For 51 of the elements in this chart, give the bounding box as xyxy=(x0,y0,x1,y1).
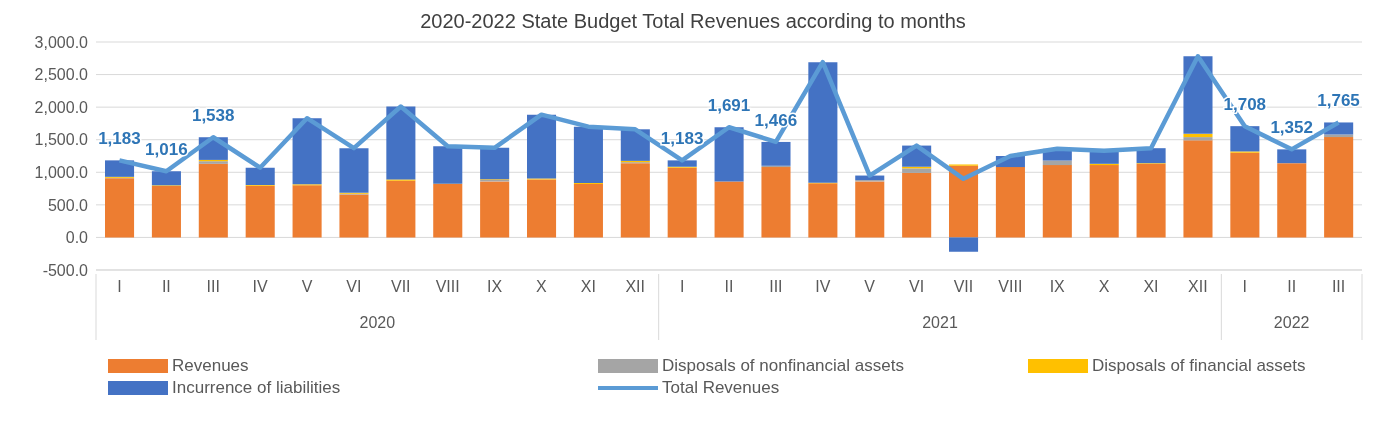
x-tick-label: VII xyxy=(953,278,974,295)
x-tick-label: VII xyxy=(391,278,411,295)
text: 2020 xyxy=(359,314,396,331)
data-label: 1,016 xyxy=(145,140,188,160)
x-tick-label: II xyxy=(161,278,171,295)
y-tick-label: 1,000.0 xyxy=(34,163,89,181)
x-tick-label: XII xyxy=(1188,278,1208,295)
y-tick-label: 1,500.0 xyxy=(34,131,89,149)
x-tick-label: IV xyxy=(252,278,268,295)
x-tick-label: II xyxy=(1287,278,1297,295)
y-tick-label: -500.0 xyxy=(42,261,89,279)
legend-label: Disposals of nonfinancial assets xyxy=(662,356,904,376)
y-tick-label: 0.0 xyxy=(65,229,89,247)
x-tick-label: V xyxy=(301,278,313,295)
y-tick-label: 3,000.0 xyxy=(34,33,89,51)
legend-label: Disposals of financial assets xyxy=(1092,356,1306,376)
x-tick-label: VI xyxy=(908,278,925,295)
chart-title: 2020-2022 State Budget Total Revenues according to months xyxy=(419,10,967,33)
x-tick-label: III xyxy=(769,278,783,295)
data-label: 1,538 xyxy=(191,106,235,126)
x-tick-label: I xyxy=(1242,278,1247,295)
data-label: 1,765 xyxy=(1317,91,1360,111)
x-tick-label: X xyxy=(1098,278,1110,295)
x-tick-label: XII xyxy=(625,278,645,295)
x-tick-label: VIII xyxy=(998,278,1023,295)
x-tick-label: X xyxy=(536,278,548,295)
x-tick-label: IX xyxy=(1049,278,1066,295)
x-tick-label: IV xyxy=(815,278,831,295)
x-tick-label: II xyxy=(724,278,734,295)
data-label: 1,183 xyxy=(98,129,141,149)
x-tick-label: VIII xyxy=(435,278,460,295)
legend-label: Total Revenues xyxy=(662,378,780,398)
x-tick-label: I xyxy=(679,278,685,295)
x-tick-label: IX xyxy=(486,278,503,295)
y-tick-label: 2,000.0 xyxy=(34,98,89,116)
legend-label: Revenues xyxy=(172,356,249,376)
x-tick-label: III xyxy=(206,278,220,295)
text: 2021 xyxy=(922,314,958,331)
x-tick-label: VI xyxy=(346,278,362,295)
x-tick-label: XI xyxy=(580,278,596,295)
x-tick-label: I xyxy=(117,278,122,295)
x-tick-label: V xyxy=(864,278,876,295)
data-label: 1,352 xyxy=(1270,118,1313,138)
data-label: 1,691 xyxy=(707,96,751,116)
data-label: 1,183 xyxy=(660,129,704,149)
text: 2022 xyxy=(1273,314,1310,331)
y-tick-label: 500.0 xyxy=(47,196,89,214)
x-tick-label: XI xyxy=(1143,278,1159,295)
legend-label: Incurrence of liabilities xyxy=(172,378,341,398)
x-tick-label: III xyxy=(1331,278,1346,295)
y-tick-label: 2,500.0 xyxy=(34,66,89,84)
